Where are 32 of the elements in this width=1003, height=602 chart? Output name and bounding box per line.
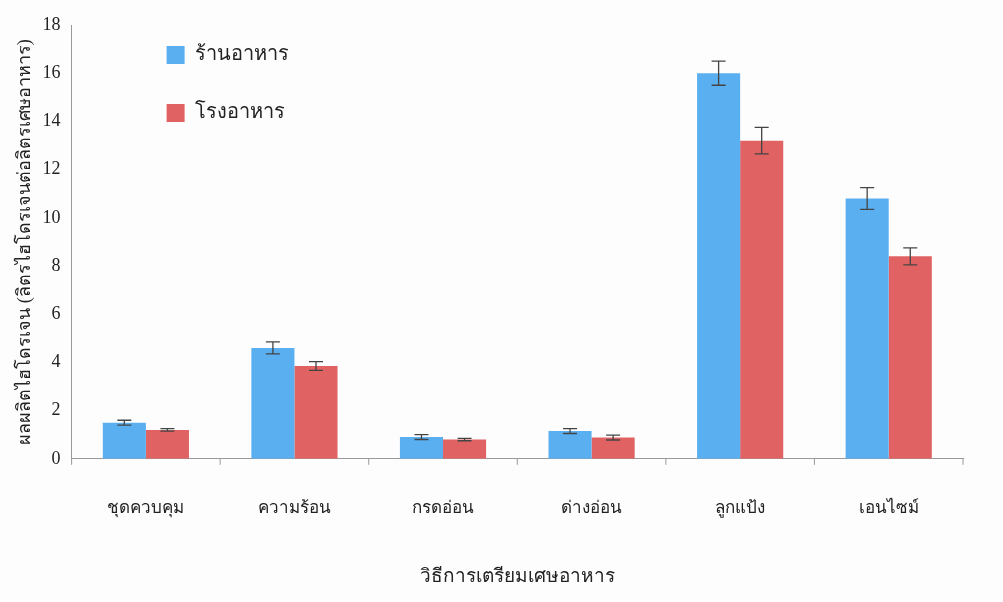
- x-axis-title: วิธีการเตรียมเศษอาหาร: [419, 564, 615, 586]
- y-tick-label: 18: [42, 13, 61, 34]
- x-tick-label: กรดอ่อน: [412, 498, 475, 518]
- x-tick-label: ชุดควบคุม: [107, 498, 185, 519]
- y-tick-label: 14: [42, 110, 61, 131]
- bar: [697, 73, 741, 459]
- x-tick-label: ความร้อน: [257, 498, 331, 518]
- bar: [845, 198, 889, 459]
- bar: [251, 347, 295, 459]
- bar: [145, 429, 189, 459]
- y-tick-label: 2: [51, 399, 61, 420]
- x-tick-label: ลูกแป้ง: [715, 498, 766, 519]
- bar: [740, 140, 784, 459]
- bar: [591, 437, 635, 459]
- legend-label: โรงอาหาร: [194, 100, 285, 123]
- bar: [443, 439, 487, 459]
- y-tick-label: 6: [51, 302, 61, 323]
- y-tick-label: 0: [51, 447, 61, 468]
- y-tick-label: 16: [42, 61, 61, 82]
- legend-label: ร้านอาหาร: [194, 42, 289, 65]
- bar: [294, 366, 338, 459]
- bar: [888, 256, 932, 459]
- y-tick-label: 8: [51, 254, 61, 275]
- y-axis-title: ผลผลิตไฮโดรเจน (ลิตรไฮโดรเจนต่อลิตรเศษอาหาร): [12, 39, 35, 445]
- y-tick-label: 12: [42, 158, 61, 179]
- x-tick-label: เอนไซม์: [858, 497, 919, 518]
- x-tick-label: ด่างอ่อน: [561, 498, 623, 518]
- bar: [399, 437, 444, 459]
- bar: [548, 431, 592, 459]
- y-tick-label: 4: [51, 351, 61, 372]
- y-tick-label: 10: [42, 206, 61, 227]
- bar: [102, 422, 146, 459]
